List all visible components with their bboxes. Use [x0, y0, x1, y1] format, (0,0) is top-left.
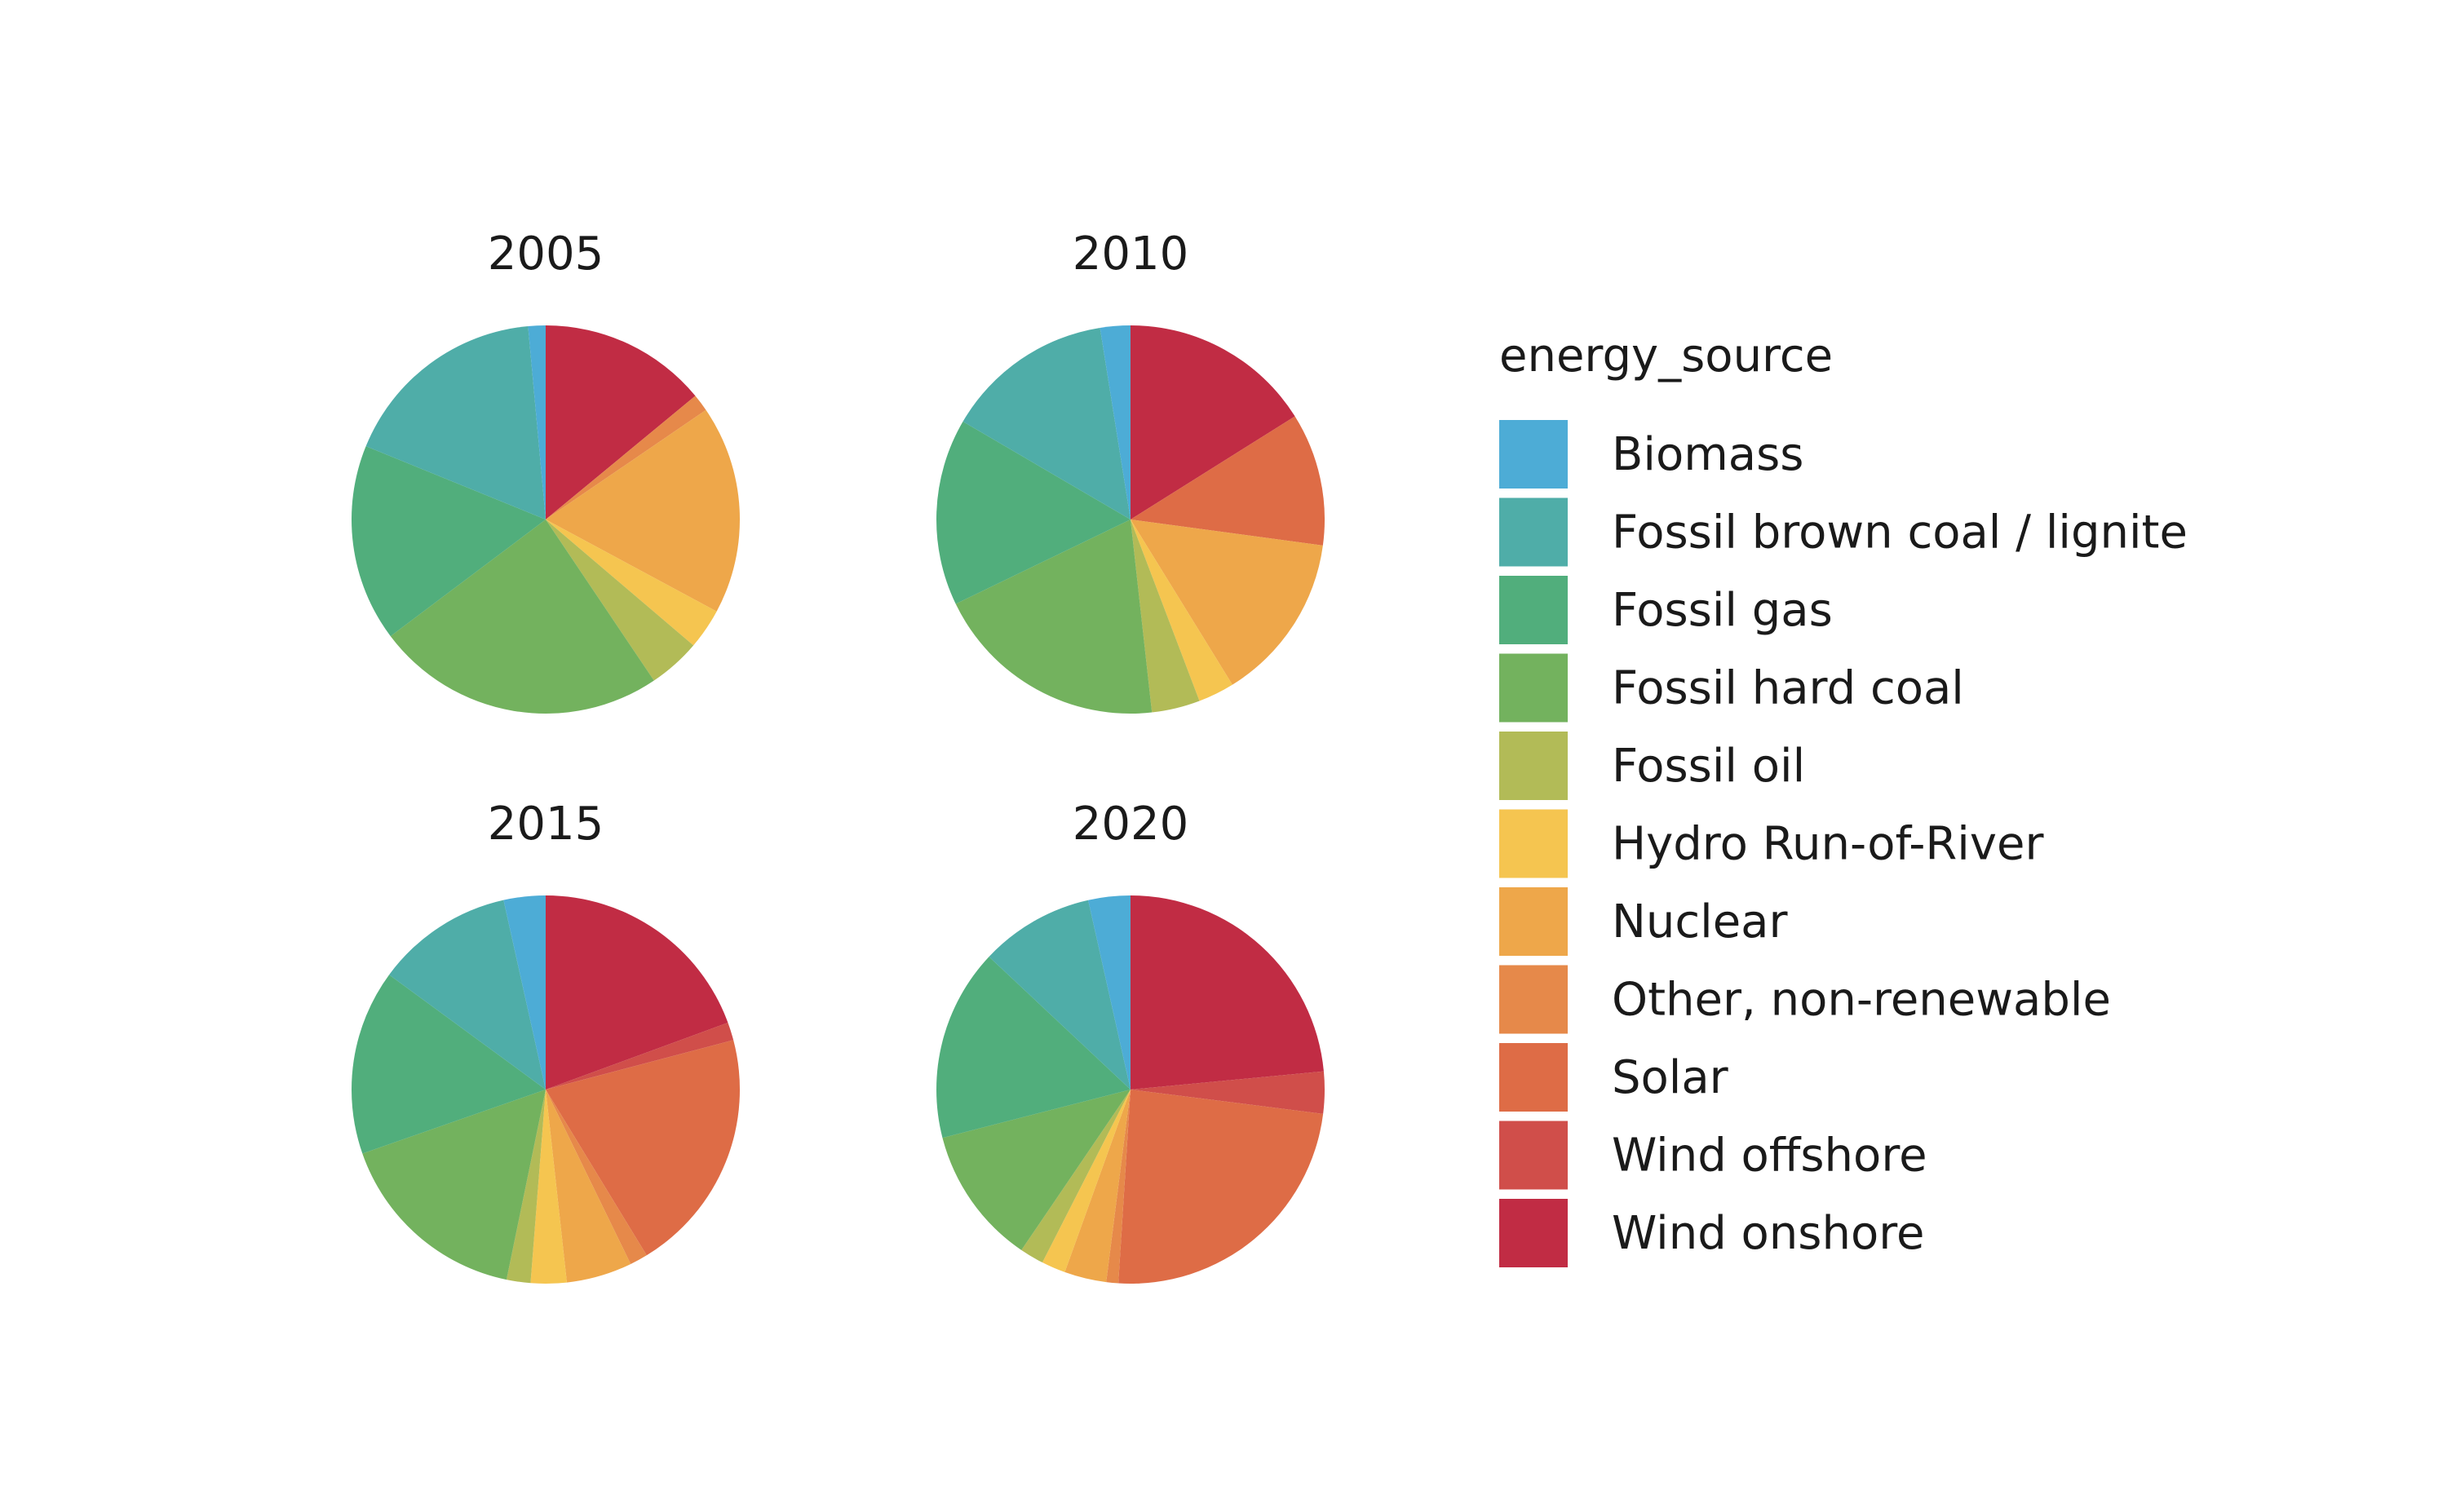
pie-slice-2020-wind-offshore [1131, 1071, 1325, 1114]
legend-label-fossil-hard-coal: Fossil hard coal [1612, 662, 1964, 715]
pie-panel-2005: 2005 [351, 228, 740, 714]
legend-swatch-solar [1499, 1043, 1568, 1112]
legend-label-solar: Solar [1612, 1051, 1729, 1104]
pie-slice-2020-fossil-gas [936, 957, 1131, 1138]
pie-slice-2010-hydro-run-of-river [1131, 519, 1232, 701]
legend-swatch-wind-onshore [1499, 1199, 1568, 1267]
pie-slice-2005-hydro-run-of-river [546, 519, 717, 646]
pie-slice-2015-hydro-run-of-river [530, 1090, 567, 1284]
legend-swatch-fossil-gas [1499, 576, 1568, 644]
pie-slice-2010-fossil-oil [1131, 519, 1200, 713]
pie-title-2015: 2015 [488, 798, 604, 851]
legend-swatch-other-non-renewable [1499, 965, 1568, 1034]
legend-label-fossil-gas: Fossil gas [1612, 584, 1833, 637]
pie-slice-2015-solar [546, 1040, 741, 1256]
legend: energy_source Biomass Fossil brown coal /… [1499, 329, 2188, 1267]
pie-slice-2020-solar [1118, 1090, 1324, 1284]
legend-label-nuclear: Nuclear [1612, 895, 1789, 948]
pie-slice-2005-fossil-oil [546, 519, 694, 681]
pie-slice-2005-fossil-gas [351, 446, 546, 637]
pie-slice-2010-fossil-hard-coal [955, 519, 1153, 714]
pie-slice-2005-other-non-renewable [546, 396, 706, 519]
pie-slice-2020-fossil-oil [1021, 1090, 1131, 1263]
legend-label-wind-onshore: Wind onshore [1612, 1207, 1924, 1260]
legend-swatch-biomass [1499, 420, 1568, 489]
pie-slice-2020-hydro-run-of-river [1042, 1090, 1131, 1272]
pie-slice-2015-other-non-renewable [546, 1090, 647, 1264]
pie-slice-2015-wind-offshore [546, 1023, 734, 1090]
legend-label-other-non-renewable: Other, non-renewable [1612, 974, 2111, 1027]
pie-slice-2015-fossil-oil [506, 1090, 546, 1284]
pie-title-2010: 2010 [1073, 228, 1189, 281]
pie-slice-2015-fossil-hard-coal [362, 1090, 546, 1280]
pie-slice-2005-wind-onshore [546, 325, 696, 519]
legend-swatch-nuclear [1499, 887, 1568, 956]
legend-label-biomass: Biomass [1612, 428, 1803, 481]
pie-panel-2010: 2010 [936, 228, 1325, 714]
legend-label-hydro-run-of-river: Hydro Run-of-River [1612, 818, 2044, 871]
legend-swatch-hydro-run-of-river [1499, 809, 1568, 878]
pie-title-2005: 2005 [488, 228, 604, 281]
pie-slice-2015-nuclear [546, 1090, 631, 1283]
pie-panel-2020: 2020 [936, 798, 1325, 1284]
pie-slice-2015-fossil-gas [351, 975, 546, 1154]
pie-slice-2005-fossil-brown-coal-lignite [365, 325, 546, 519]
legend-swatch-fossil-hard-coal [1499, 653, 1568, 723]
pie-slice-2020-biomass [1088, 895, 1131, 1090]
pie-slice-2010-nuclear [1131, 519, 1323, 685]
pie-slice-2005-fossil-hard-coal [390, 519, 654, 714]
pie-title-2020: 2020 [1073, 798, 1189, 851]
pie-slice-2010-fossil-brown-coal-lignite [962, 327, 1131, 519]
pie-slice-2005-biomass [528, 325, 546, 519]
pie-slice-2010-solar [1131, 416, 1325, 546]
pie-slice-2015-fossil-brown-coal-lignite [389, 900, 546, 1090]
pie-slice-2015-biomass [503, 895, 546, 1090]
legend-label-wind-offshore: Wind offshore [1612, 1130, 1927, 1183]
legend-label-fossil-brown-coal-lignite: Fossil brown coal / lignite [1612, 506, 2188, 559]
legend-swatch-fossil-oil [1499, 732, 1568, 800]
legend-swatch-fossil-brown-coal-lignite [1499, 497, 1568, 567]
legend-swatch-wind-offshore [1499, 1121, 1568, 1190]
pie-slice-2005-nuclear [546, 409, 740, 612]
pie-slice-2020-wind-onshore [1131, 895, 1324, 1090]
pie-slice-2020-nuclear [1064, 1090, 1131, 1283]
pie-slice-2020-other-non-renewable [1106, 1090, 1131, 1284]
pie-slice-2010-fossil-gas [936, 421, 1131, 604]
pie-slice-2020-fossil-brown-coal-lignite [989, 900, 1131, 1090]
pie-panel-2015: 2015 [351, 798, 741, 1284]
pie-slice-2010-biomass [1100, 325, 1131, 519]
pie-slice-2020-fossil-hard-coal [942, 1090, 1131, 1250]
pie-slice-2015-wind-onshore [546, 895, 728, 1090]
pie-slice-2010-wind-onshore [1131, 325, 1295, 519]
legend-title: energy_source [1499, 329, 1833, 382]
legend-label-fossil-oil: Fossil oil [1612, 740, 1805, 793]
